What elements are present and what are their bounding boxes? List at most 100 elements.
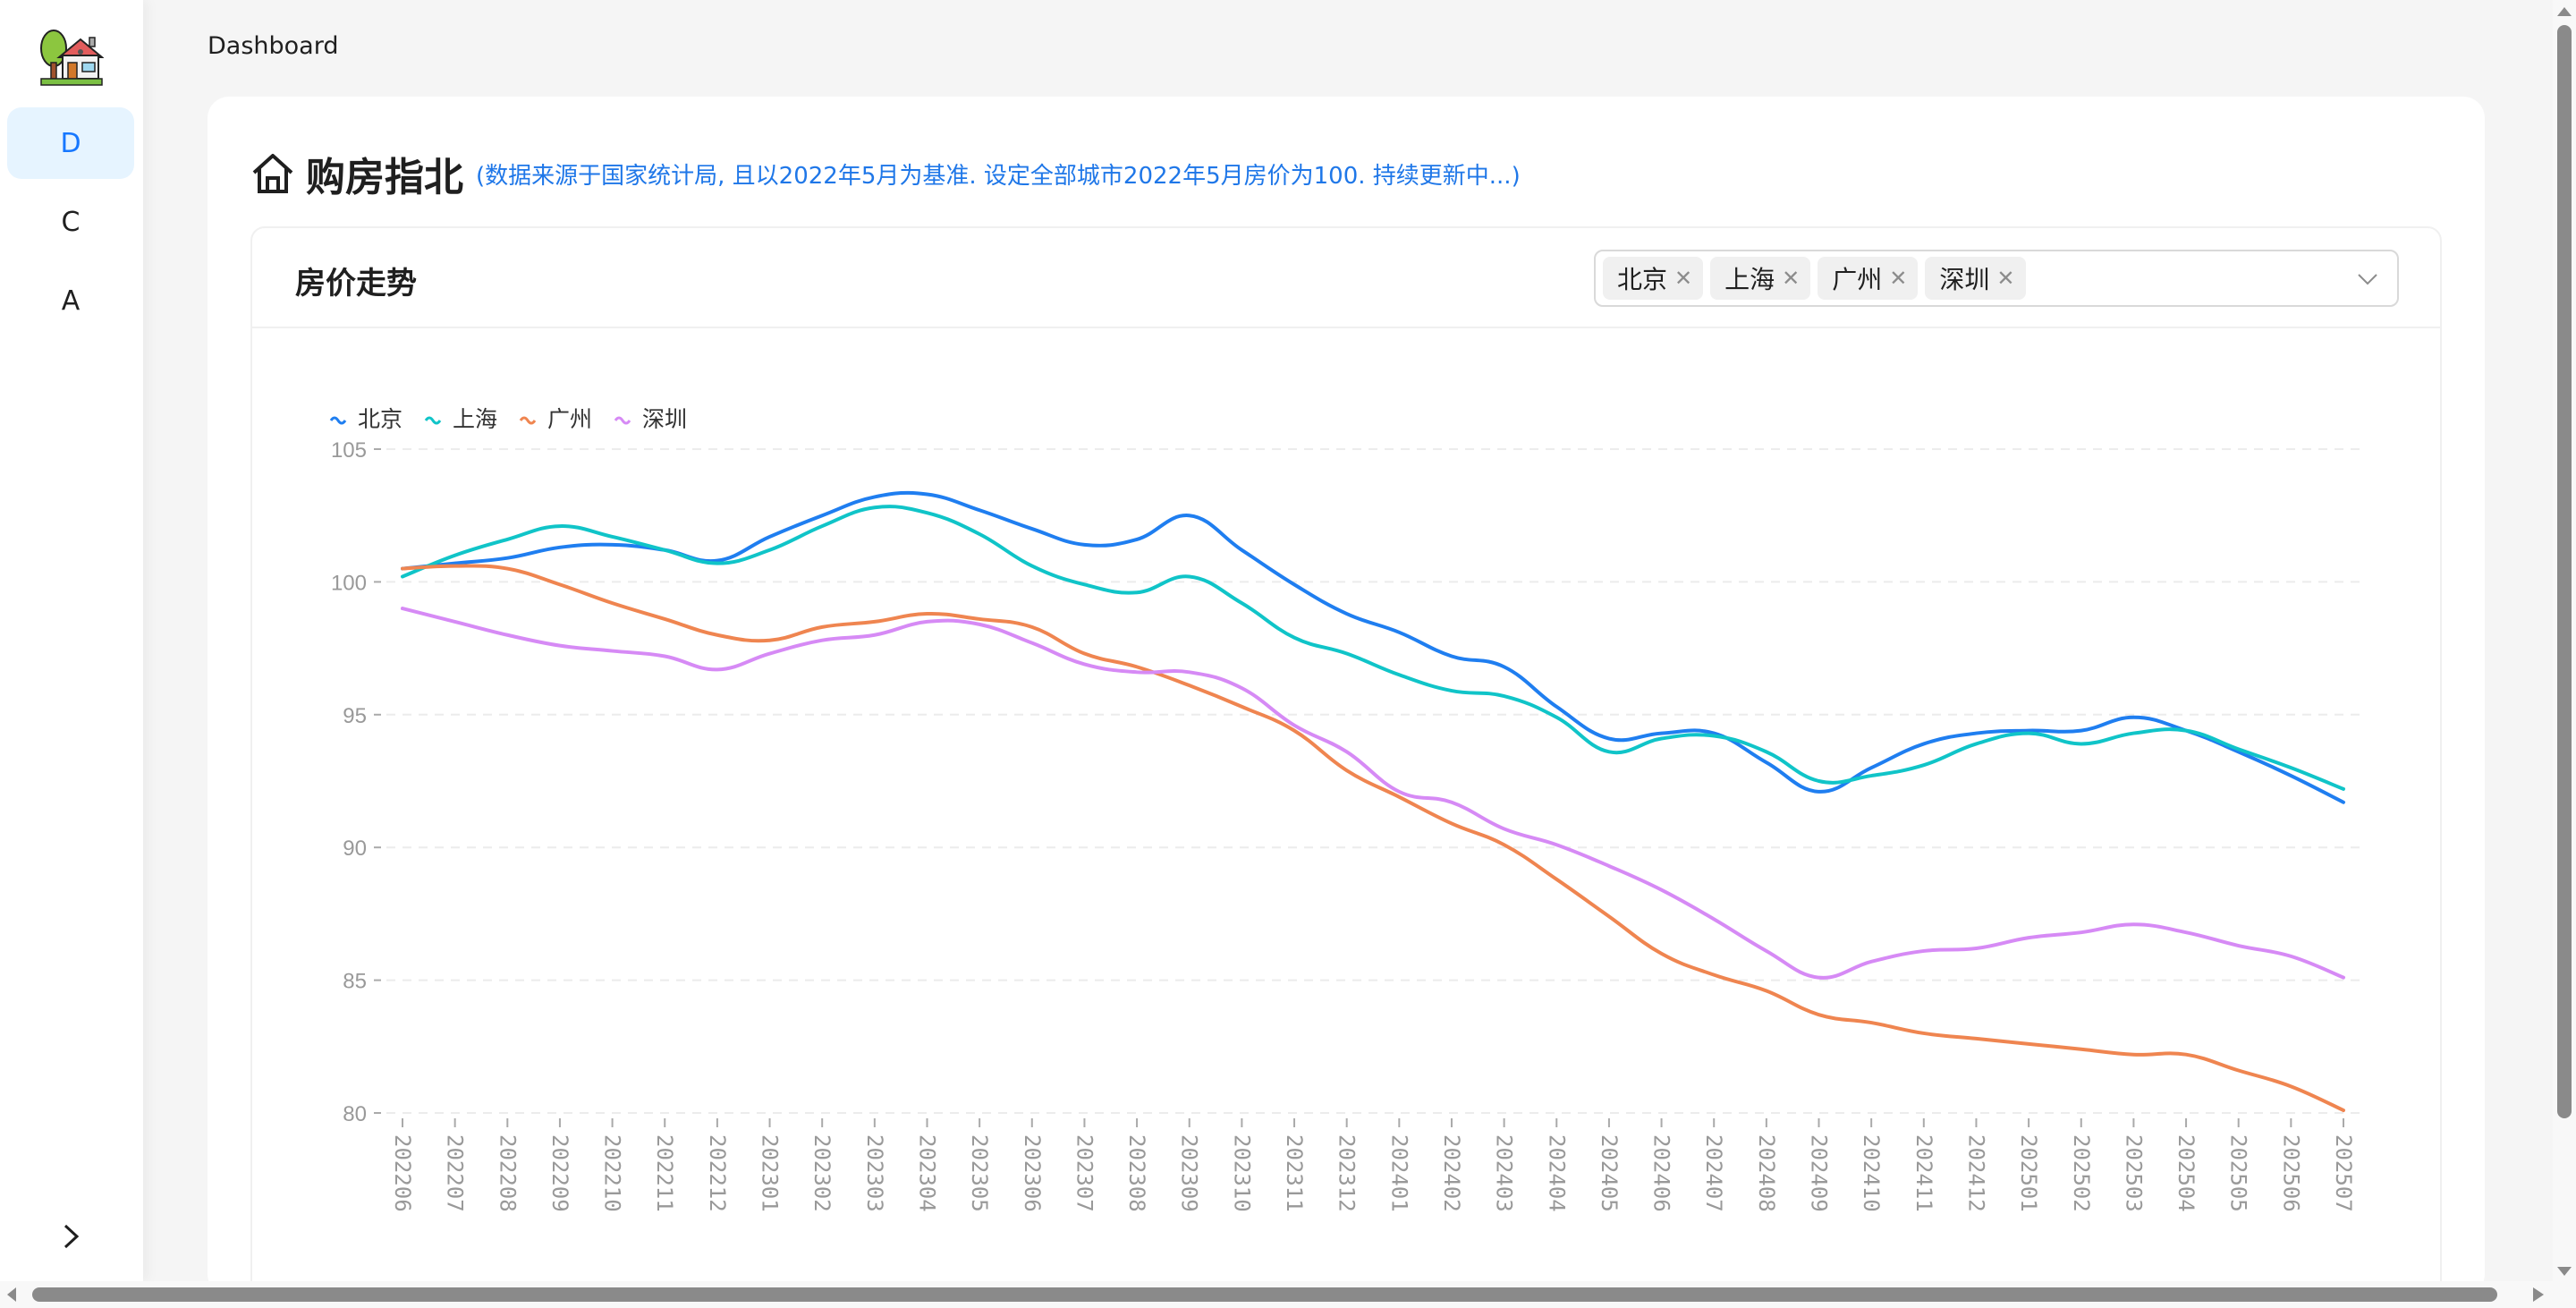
x-tick-label: 202309 xyxy=(1177,1134,1202,1212)
vertical-scrollbar[interactable] xyxy=(2553,0,2576,1281)
city-tag-label: 北京 xyxy=(1617,265,1668,294)
x-tick-label: 202502 xyxy=(2069,1134,2094,1212)
scrollbar-thumb[interactable] xyxy=(2557,25,2572,1118)
x-tick-label: 202505 xyxy=(2226,1134,2251,1212)
x-tick-label: 202507 xyxy=(2331,1134,2356,1212)
x-tick-label: 202408 xyxy=(1754,1134,1779,1212)
city-tag-label: 广州 xyxy=(1832,265,1883,294)
chevron-right-icon xyxy=(64,1224,80,1249)
scroll-right-icon[interactable] xyxy=(2533,1287,2544,1302)
x-tick-label: 202403 xyxy=(1492,1134,1517,1212)
city-tag: 深圳 ✕ xyxy=(1925,257,2026,300)
city-tag: 北京 ✕ xyxy=(1603,257,1704,300)
sidebar-item-c[interactable]: C xyxy=(7,186,134,258)
page-card: 购房指北 (数据来源于国家统计局, 且以2022年5月为基准. 设定全部城市20… xyxy=(208,97,2485,1308)
x-tick-label: 202504 xyxy=(2174,1134,2199,1212)
scroll-up-icon[interactable] xyxy=(2557,7,2572,16)
x-tick-label: 202311 xyxy=(1282,1134,1307,1212)
x-tick-label: 202307 xyxy=(1072,1134,1097,1212)
card-title: 房价走势 xyxy=(295,266,417,302)
x-tick-label: 202412 xyxy=(1963,1134,1988,1212)
x-tick-label: 202301 xyxy=(758,1134,783,1212)
x-tick-label: 202212 xyxy=(705,1134,730,1212)
legend-wave-icon xyxy=(519,416,537,425)
city-tag-label: 上海 xyxy=(1724,265,1775,294)
x-tick-label: 202209 xyxy=(547,1134,572,1212)
y-tick-label: 80 xyxy=(343,1102,367,1126)
home-icon xyxy=(252,154,293,193)
price-trend-card: 房价走势 北京 ✕ 上海 ✕ 广州 ✕ 深圳 ✕ 80 85 90 95 100 105 20220… xyxy=(250,226,2442,1308)
x-tick-label: 202306 xyxy=(1020,1134,1045,1212)
page-title: 购房指北 xyxy=(306,155,463,200)
x-tick-label: 202312 xyxy=(1335,1134,1360,1212)
sidebar-item-label: D xyxy=(60,127,81,159)
x-tick-label: 202401 xyxy=(1386,1134,1411,1212)
close-icon[interactable]: ✕ xyxy=(1889,266,1908,291)
close-icon[interactable]: ✕ xyxy=(1996,266,2015,291)
x-tick-label: 202506 xyxy=(2278,1134,2303,1212)
city-tag: 广州 ✕ xyxy=(1818,257,1919,300)
series-line-广州[interactable] xyxy=(401,564,2345,1113)
series-line-北京[interactable] xyxy=(401,490,2345,804)
x-tick-label: 202211 xyxy=(652,1134,677,1212)
breadcrumb[interactable]: Dashboard xyxy=(208,32,339,60)
legend-label: 上海 xyxy=(453,406,497,432)
x-tick-label: 202405 xyxy=(1597,1134,1622,1212)
city-multi-select[interactable]: 北京 ✕ 上海 ✕ 广州 ✕ 深圳 ✕ xyxy=(1594,250,2399,307)
x-tick-label: 202303 xyxy=(862,1134,887,1212)
chevron-down-icon[interactable] xyxy=(2356,268,2379,291)
legend-wave-icon xyxy=(614,416,631,425)
sidebar-item-d[interactable]: D xyxy=(7,107,134,179)
sidebar-item-label: C xyxy=(61,206,80,238)
series-line-上海[interactable] xyxy=(401,505,2345,791)
horizontal-scrollbar[interactable] xyxy=(0,1281,2576,1308)
y-tick-label: 85 xyxy=(343,970,367,994)
legend-label: 广州 xyxy=(547,406,592,432)
legend-item[interactable]: 广州 xyxy=(519,406,592,432)
page-heading: 购房指北 (数据来源于国家统计局, 且以2022年5月为基准. 设定全部城市20… xyxy=(250,145,1521,202)
sidebar-collapse-button[interactable] xyxy=(54,1219,89,1254)
y-tick-label: 95 xyxy=(343,704,367,728)
x-tick-label: 202503 xyxy=(2121,1134,2146,1212)
series-line-深圳[interactable] xyxy=(401,607,2345,980)
legend-item[interactable]: 上海 xyxy=(424,406,497,432)
city-tag-label: 深圳 xyxy=(1939,265,1990,294)
legend-item[interactable]: 北京 xyxy=(329,406,402,432)
sidebar: D C A xyxy=(0,0,143,1281)
scroll-down-icon[interactable] xyxy=(2557,1267,2572,1276)
legend-item[interactable]: 深圳 xyxy=(614,406,687,432)
close-icon[interactable]: ✕ xyxy=(1674,266,1693,291)
y-tick-label: 105 xyxy=(331,438,367,463)
x-tick-label: 202208 xyxy=(495,1134,520,1212)
card-header: 房价走势 北京 ✕ 上海 ✕ 广州 ✕ 深圳 ✕ xyxy=(252,228,2440,328)
close-icon[interactable]: ✕ xyxy=(1782,266,1801,291)
legend-label: 北京 xyxy=(358,406,402,432)
x-tick-label: 202304 xyxy=(914,1134,939,1212)
x-tick-label: 202410 xyxy=(1859,1134,1884,1212)
x-tick-label: 202302 xyxy=(809,1134,835,1212)
y-tick-label: 90 xyxy=(343,837,367,861)
sidebar-item-a[interactable]: A xyxy=(7,265,134,336)
x-tick-label: 202210 xyxy=(600,1134,625,1212)
legend-wave-icon xyxy=(424,416,442,425)
x-tick-label: 202402 xyxy=(1439,1134,1464,1212)
scrollbar-thumb[interactable] xyxy=(32,1287,2497,1302)
x-tick-label: 202406 xyxy=(1649,1134,1674,1212)
legend-label: 深圳 xyxy=(642,406,687,432)
legend-wave-icon xyxy=(329,416,347,425)
x-tick-label: 202404 xyxy=(1544,1134,1569,1212)
city-tag: 上海 ✕ xyxy=(1710,257,1811,300)
x-tick-label: 202409 xyxy=(1807,1134,1832,1212)
y-tick-label: 100 xyxy=(331,571,367,595)
x-tick-label: 202411 xyxy=(1911,1134,1936,1212)
page-subtitle: (数据来源于国家统计局, 且以2022年5月为基准. 设定全部城市2022年5月… xyxy=(476,162,1521,190)
line-chart[interactable]: 80 85 90 95 100 105 202206 202207 202208 202209 20… xyxy=(252,228,2444,1308)
x-tick-label: 202501 xyxy=(2016,1134,2041,1212)
x-tick-label: 202207 xyxy=(443,1134,468,1212)
scroll-left-icon[interactable] xyxy=(7,1287,16,1302)
house-with-tree-logo xyxy=(40,30,104,86)
x-tick-label: 202305 xyxy=(967,1134,992,1212)
x-tick-label: 202308 xyxy=(1124,1134,1149,1212)
x-tick-label: 202206 xyxy=(390,1134,415,1212)
sidebar-item-label: A xyxy=(61,285,80,317)
